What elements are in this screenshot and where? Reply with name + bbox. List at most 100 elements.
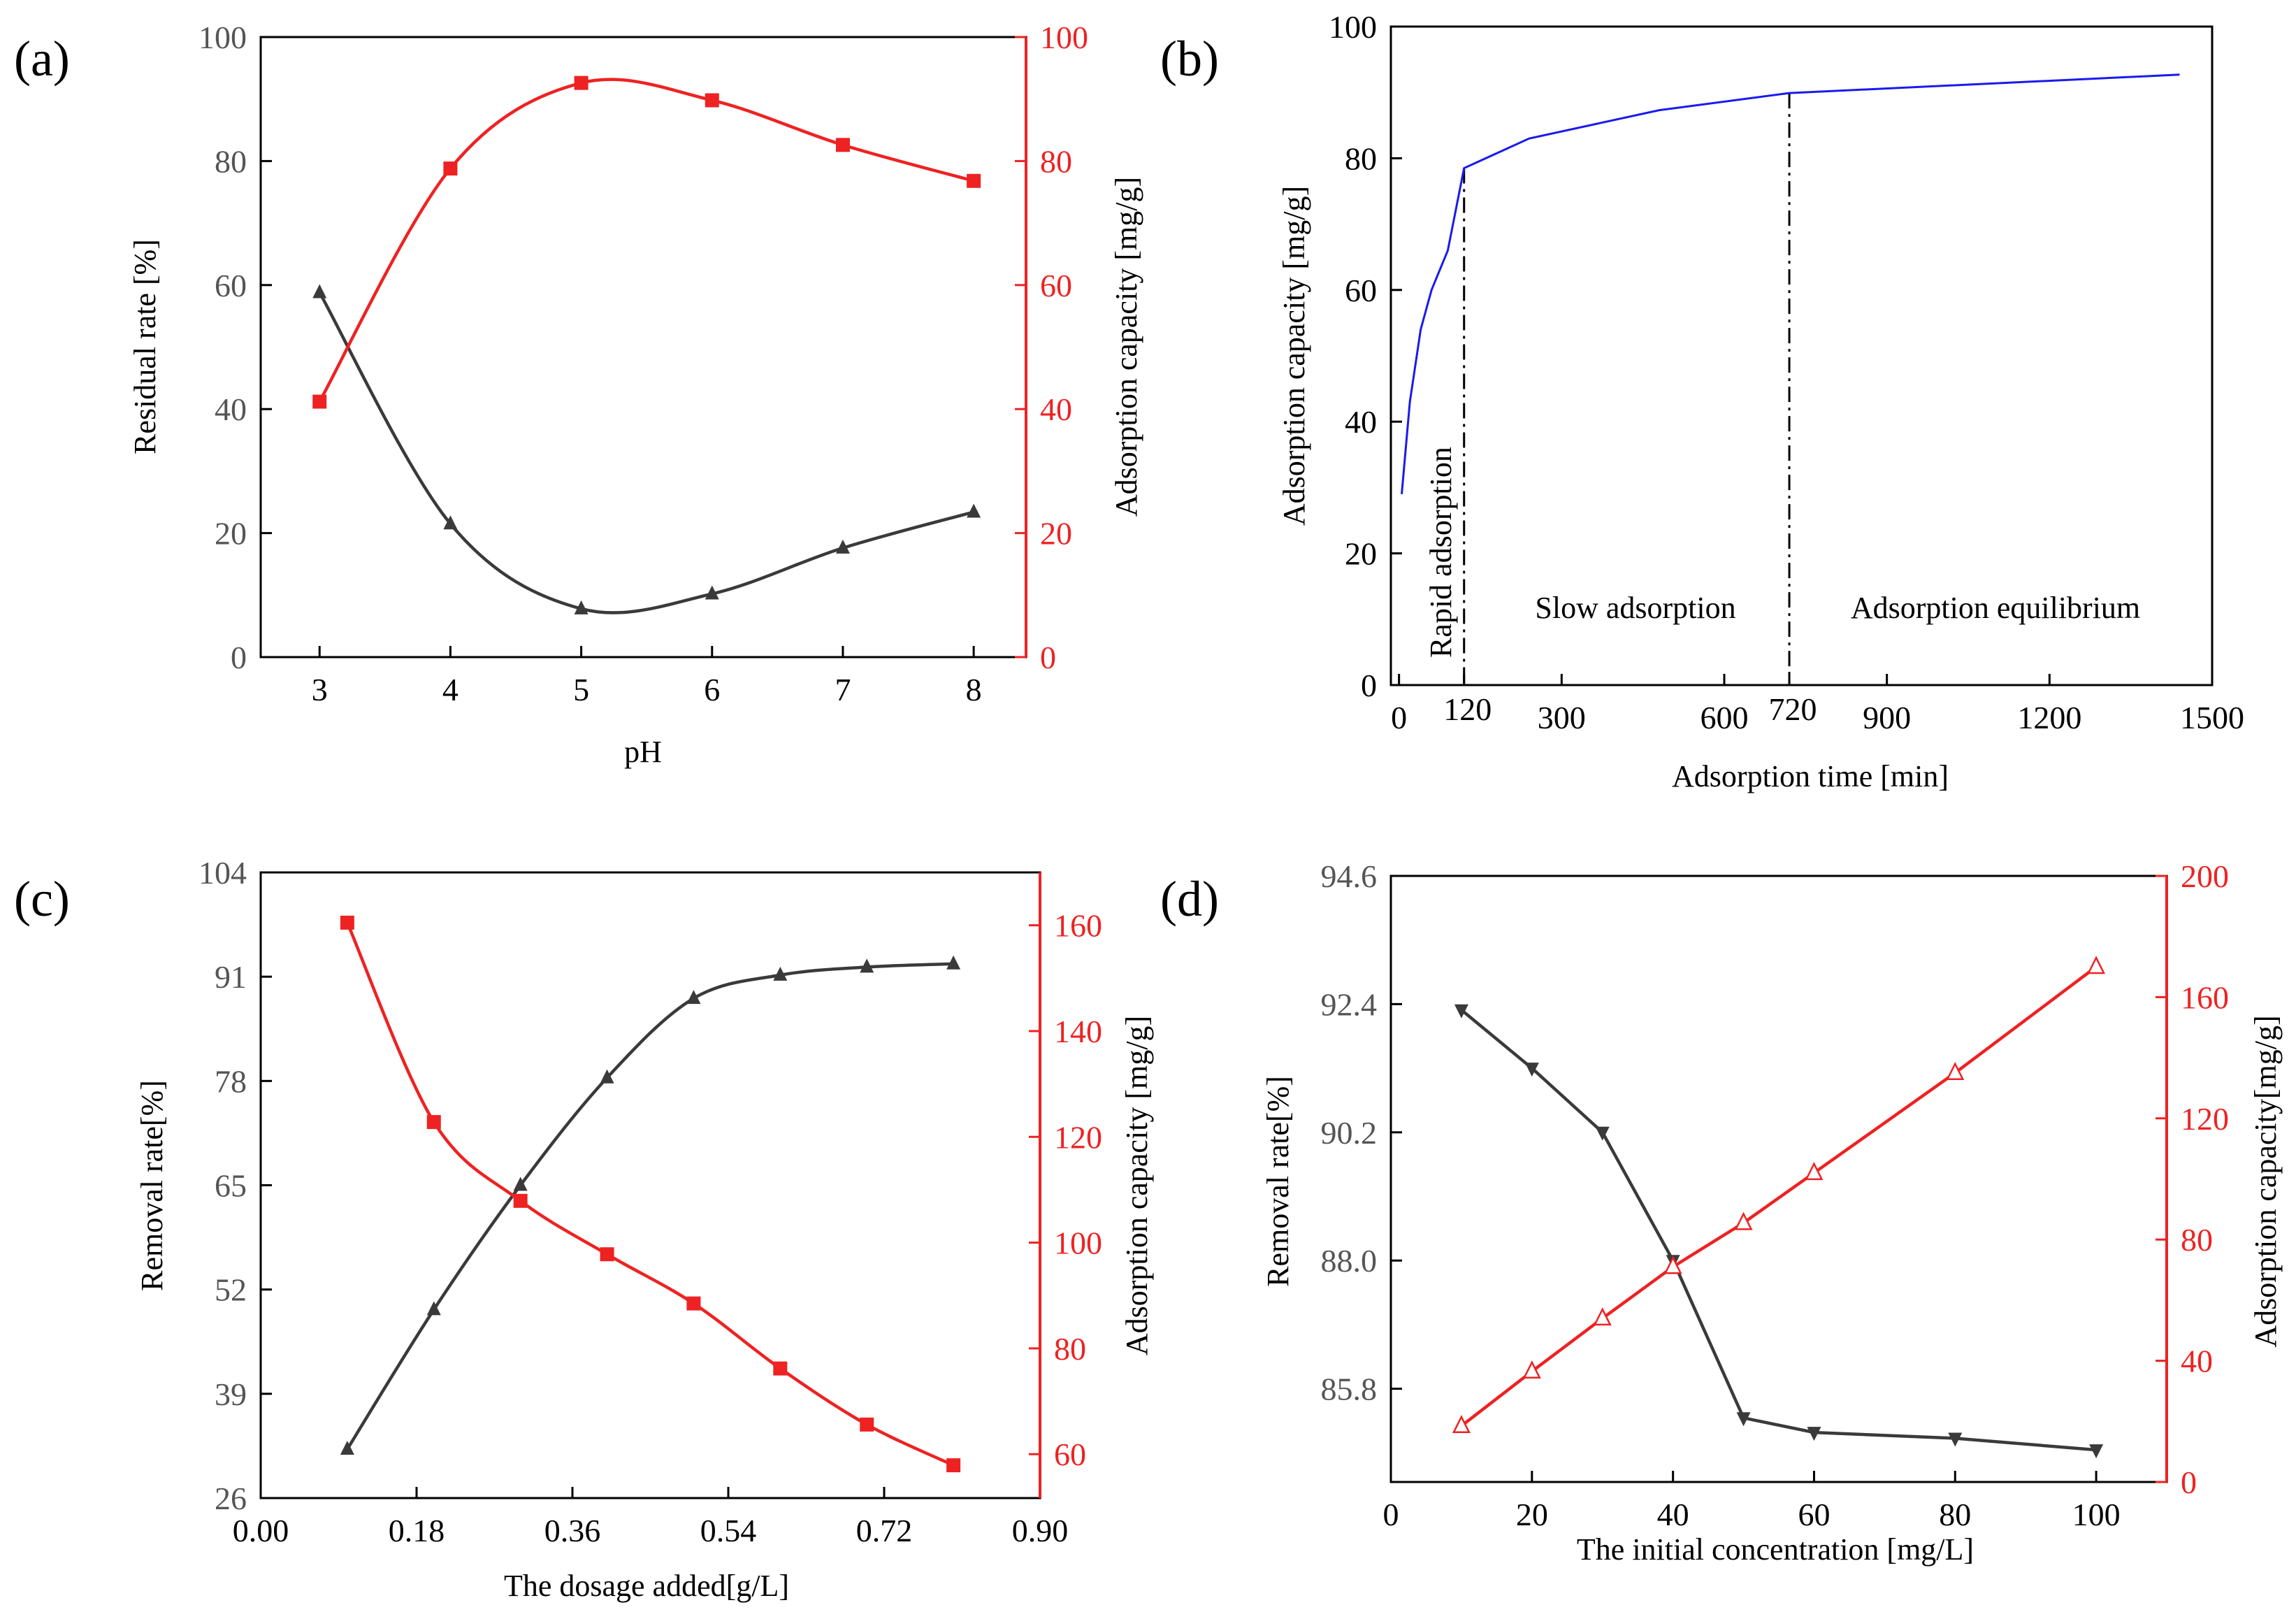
x-tick-label: 5 bbox=[573, 672, 589, 707]
data-point-c-1 bbox=[686, 1296, 701, 1311]
y2-axis-label-c: Adsorption capacity [mg/g] bbox=[1120, 1016, 1154, 1355]
panel-label-b: (b) bbox=[1160, 31, 1219, 87]
y-tick-label: 40 bbox=[215, 391, 247, 427]
data-point-d-1 bbox=[1734, 1211, 1753, 1230]
data-point-c-0 bbox=[686, 990, 701, 1005]
y2-tick-label: 120 bbox=[2181, 1101, 2229, 1137]
x-axis-label-a: pH bbox=[624, 735, 662, 769]
x-tick-label: 80 bbox=[1939, 1497, 1971, 1532]
x-tick-label: 1500 bbox=[2180, 700, 2244, 735]
y2-tick-label: 160 bbox=[2181, 979, 2229, 1015]
y2-tick-label: 80 bbox=[1054, 1331, 1086, 1367]
data-point-a-1 bbox=[835, 138, 850, 152]
y-tick-label: 78 bbox=[215, 1063, 247, 1099]
y-tick-label: 26 bbox=[215, 1481, 247, 1516]
data-point-a-1 bbox=[443, 161, 458, 176]
data-point-a-0 bbox=[443, 515, 458, 530]
data-point-c-1 bbox=[340, 915, 354, 930]
y2-axis-label-a: Adsorption capacity [mg/g] bbox=[1109, 177, 1143, 517]
data-point-c-0 bbox=[426, 1301, 441, 1316]
plot-frame-a bbox=[259, 36, 1027, 659]
x-tick-label: 900 bbox=[1863, 700, 1911, 735]
y2-tick-label: 140 bbox=[1054, 1014, 1102, 1049]
y-tick-label: 20 bbox=[1345, 536, 1377, 572]
x-tick-label: 0.18 bbox=[389, 1513, 445, 1548]
x-tick-label: 6 bbox=[704, 672, 720, 707]
data-point-d-0 bbox=[1595, 1126, 1610, 1141]
data-point-a-1 bbox=[967, 173, 981, 188]
y2-tick-label: 80 bbox=[2181, 1222, 2213, 1258]
annotation-rapid-adsorption: Rapid adsorption bbox=[1424, 447, 1458, 658]
data-point-c-1 bbox=[946, 1458, 961, 1473]
annotation-slow-adsorption: Slow adsorption bbox=[1535, 591, 1735, 625]
x-tick-label: 0.72 bbox=[856, 1513, 913, 1548]
x-tick-label: 7 bbox=[835, 672, 851, 707]
y-tick-label: 80 bbox=[1345, 141, 1377, 176]
data-point-a-0 bbox=[835, 539, 850, 554]
y-tick-label: 100 bbox=[1329, 9, 1377, 45]
series-line-c-1 bbox=[345, 921, 955, 1467]
panel-label-d: (d) bbox=[1160, 871, 1219, 927]
y-tick-label: 90.2 bbox=[1321, 1115, 1378, 1151]
data-point-d-1 bbox=[1663, 1255, 1682, 1274]
data-point-c-1 bbox=[426, 1115, 441, 1130]
y2-tick-label: 60 bbox=[1040, 268, 1072, 303]
y-tick-label: 80 bbox=[215, 143, 247, 179]
x-tick-label: 0.00 bbox=[233, 1513, 289, 1548]
x-tick-label: 0 bbox=[1383, 1497, 1399, 1532]
y2-tick-label: 0 bbox=[2181, 1465, 2197, 1500]
x-tick-label: 8 bbox=[966, 672, 982, 707]
y-tick-label: 104 bbox=[198, 855, 247, 891]
data-point-a-0 bbox=[312, 284, 327, 298]
series-line-d-0 bbox=[1460, 1009, 2097, 1452]
y-tick-label: 85.8 bbox=[1321, 1372, 1378, 1407]
y-axis-label-b: Adsorption capacity [mg/g] bbox=[1277, 186, 1311, 526]
series-line-d-1 bbox=[1460, 965, 2098, 1427]
x-tick-label: 1200 bbox=[2017, 700, 2081, 735]
data-point-a-1 bbox=[705, 93, 719, 108]
series-line-b-0 bbox=[1401, 73, 2180, 494]
y2-tick-label: 160 bbox=[1054, 908, 1102, 944]
x-axis-label-d: The initial concentration [mg/L] bbox=[1577, 1532, 1974, 1567]
data-point-c-1 bbox=[860, 1417, 874, 1432]
y-tick-label: 52 bbox=[215, 1272, 247, 1308]
series-line-a-0 bbox=[318, 292, 974, 614]
data-point-d-0 bbox=[1948, 1432, 1963, 1447]
x-tick-label: 0.36 bbox=[544, 1513, 601, 1548]
data-point-a-1 bbox=[312, 394, 327, 409]
panel-label-c: (c) bbox=[14, 871, 70, 927]
data-point-d-0 bbox=[1524, 1063, 1539, 1077]
x-axis-label-c: The dosage added[g/L] bbox=[504, 1569, 789, 1603]
y-tick-label: 65 bbox=[215, 1168, 247, 1204]
x-tick-label: 300 bbox=[1538, 700, 1586, 735]
data-point-a-1 bbox=[574, 75, 589, 90]
panel-d: (d) The initial concentration [mg/L] Rem… bbox=[1160, 858, 2283, 1567]
data-point-c-0 bbox=[946, 955, 961, 970]
data-point-d-1 bbox=[2087, 956, 2106, 974]
series-line-a-1 bbox=[318, 78, 974, 403]
y2-tick-label: 80 bbox=[1040, 143, 1072, 179]
y2-tick-label: 40 bbox=[2181, 1344, 2213, 1379]
x-tick-label-extra: 720 bbox=[1769, 691, 1817, 727]
y2-tick-label: 20 bbox=[1040, 516, 1072, 552]
data-point-a-0 bbox=[967, 503, 981, 518]
data-point-c-1 bbox=[600, 1247, 614, 1262]
x-tick-label: 100 bbox=[2072, 1497, 2121, 1532]
data-point-a-0 bbox=[705, 585, 719, 600]
data-point-c-1 bbox=[773, 1361, 788, 1376]
data-point-c-0 bbox=[600, 1069, 614, 1084]
panel-label-a: (a) bbox=[14, 31, 70, 87]
y2-tick-label: 0 bbox=[1040, 640, 1056, 675]
y2-tick-label: 40 bbox=[1040, 391, 1072, 427]
x-tick-label: 4 bbox=[442, 672, 459, 707]
y-tick-label: 0 bbox=[1361, 668, 1377, 703]
y2-axis-label-d: Adsorption capacity[mg/g] bbox=[2248, 1015, 2283, 1347]
y2-tick-label: 100 bbox=[1040, 20, 1088, 55]
x-tick-label-extra: 120 bbox=[1443, 691, 1492, 727]
panel-c: (c) The dosage added[g/L] Removal rate[%… bbox=[14, 855, 1154, 1603]
data-point-c-0 bbox=[773, 966, 788, 981]
data-point-d-0 bbox=[2089, 1444, 2104, 1459]
plot-frame-b bbox=[1389, 25, 2214, 686]
y-tick-label: 0 bbox=[231, 640, 247, 675]
